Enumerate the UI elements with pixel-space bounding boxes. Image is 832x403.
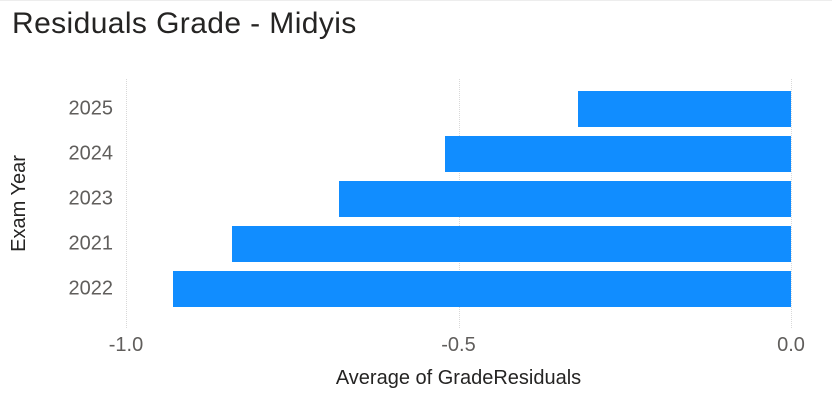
chart-title: Residuals Grade - Midyis — [12, 7, 357, 40]
bar-2025[interactable] — [578, 90, 791, 127]
bar-2022[interactable] — [172, 270, 791, 307]
gridline — [791, 79, 792, 328]
y-tick-label-2025: 2025 — [68, 97, 114, 119]
x-tick-label-0.0: 0.0 — [777, 334, 805, 356]
y-axis-tick-labels: 2025 2024 2023 2021 2022 — [34, 79, 114, 328]
y-tick-label-2023: 2023 — [68, 187, 114, 209]
y-axis-title-label: Exam Year — [7, 155, 30, 252]
x-tick-label--0.5: -0.5 — [441, 334, 476, 356]
y-tick-label-2024: 2024 — [68, 142, 114, 164]
x-tick-label--1.0: -1.0 — [108, 334, 144, 356]
bar-2021[interactable] — [232, 225, 791, 262]
y-tick-label-2022: 2022 — [68, 277, 114, 299]
x-axis-tick-labels: -1.0 -0.5 0.0 — [109, 334, 805, 358]
plot-area — [126, 79, 792, 328]
y-tick-label-2021: 2021 — [68, 232, 114, 254]
gridline — [126, 79, 127, 328]
x-axis-title: Average of GradeResiduals — [335, 367, 582, 389]
y-axis-title: Exam Year — [6, 79, 32, 328]
bar-2023[interactable] — [338, 180, 791, 217]
bar-2024[interactable] — [445, 135, 791, 172]
